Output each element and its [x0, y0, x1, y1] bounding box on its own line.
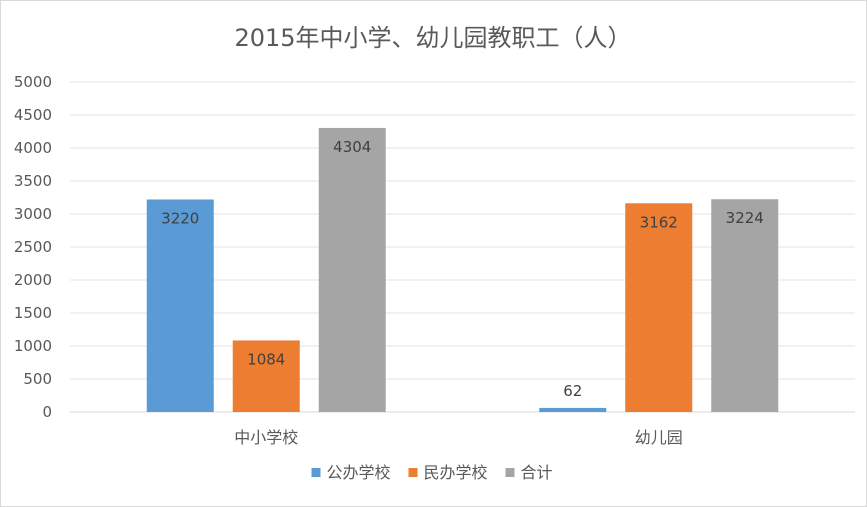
y-tick-label: 2500: [14, 238, 52, 256]
y-tick-label: 1500: [14, 304, 52, 322]
legend-swatch: [505, 468, 515, 477]
legend-label: 民办学校: [424, 463, 488, 482]
chart-title: 2015年中小学、幼儿园教职工（人）: [234, 24, 631, 52]
data-label: 62: [563, 382, 582, 400]
bar: [539, 407, 607, 412]
data-label: 3162: [640, 213, 678, 231]
legend: 公办学校 民办学校 合计: [311, 463, 553, 482]
y-tick-label: 3500: [14, 172, 52, 190]
y-tick-label: 0: [42, 403, 52, 421]
bars: [146, 127, 779, 412]
bar: [146, 199, 214, 412]
category-label: 幼儿园: [635, 428, 683, 447]
data-label: 4304: [333, 138, 371, 156]
bar: [711, 199, 779, 412]
bar: [625, 203, 693, 412]
data-label: 3220: [161, 209, 199, 227]
category-label: 中小学校: [234, 428, 298, 447]
y-tick-label: 4500: [14, 106, 52, 124]
y-tick-label: 500: [23, 370, 52, 388]
category-labels: 中小学校 幼儿园: [234, 428, 683, 447]
legend-swatch: [311, 468, 321, 477]
bar: [318, 127, 386, 412]
y-tick-label: 1000: [14, 337, 52, 355]
y-tick-label: 2000: [14, 271, 52, 289]
y-tick-label: 5000: [14, 73, 52, 91]
data-label: 1084: [247, 350, 285, 368]
y-tick-label: 3000: [14, 205, 52, 223]
legend-label: 公办学校: [327, 463, 391, 482]
data-labels: 3220 1084 4304 62 3162 3224: [161, 138, 764, 400]
legend-label: 合计: [521, 463, 553, 482]
legend-swatch: [408, 468, 418, 477]
data-label: 3224: [726, 209, 764, 227]
y-axis-ticks: 0 500 1000 1500 2000 2500 3000 3500 4000 4500 5000: [14, 73, 52, 421]
bar: [232, 340, 300, 412]
y-tick-label: 4000: [14, 139, 52, 157]
